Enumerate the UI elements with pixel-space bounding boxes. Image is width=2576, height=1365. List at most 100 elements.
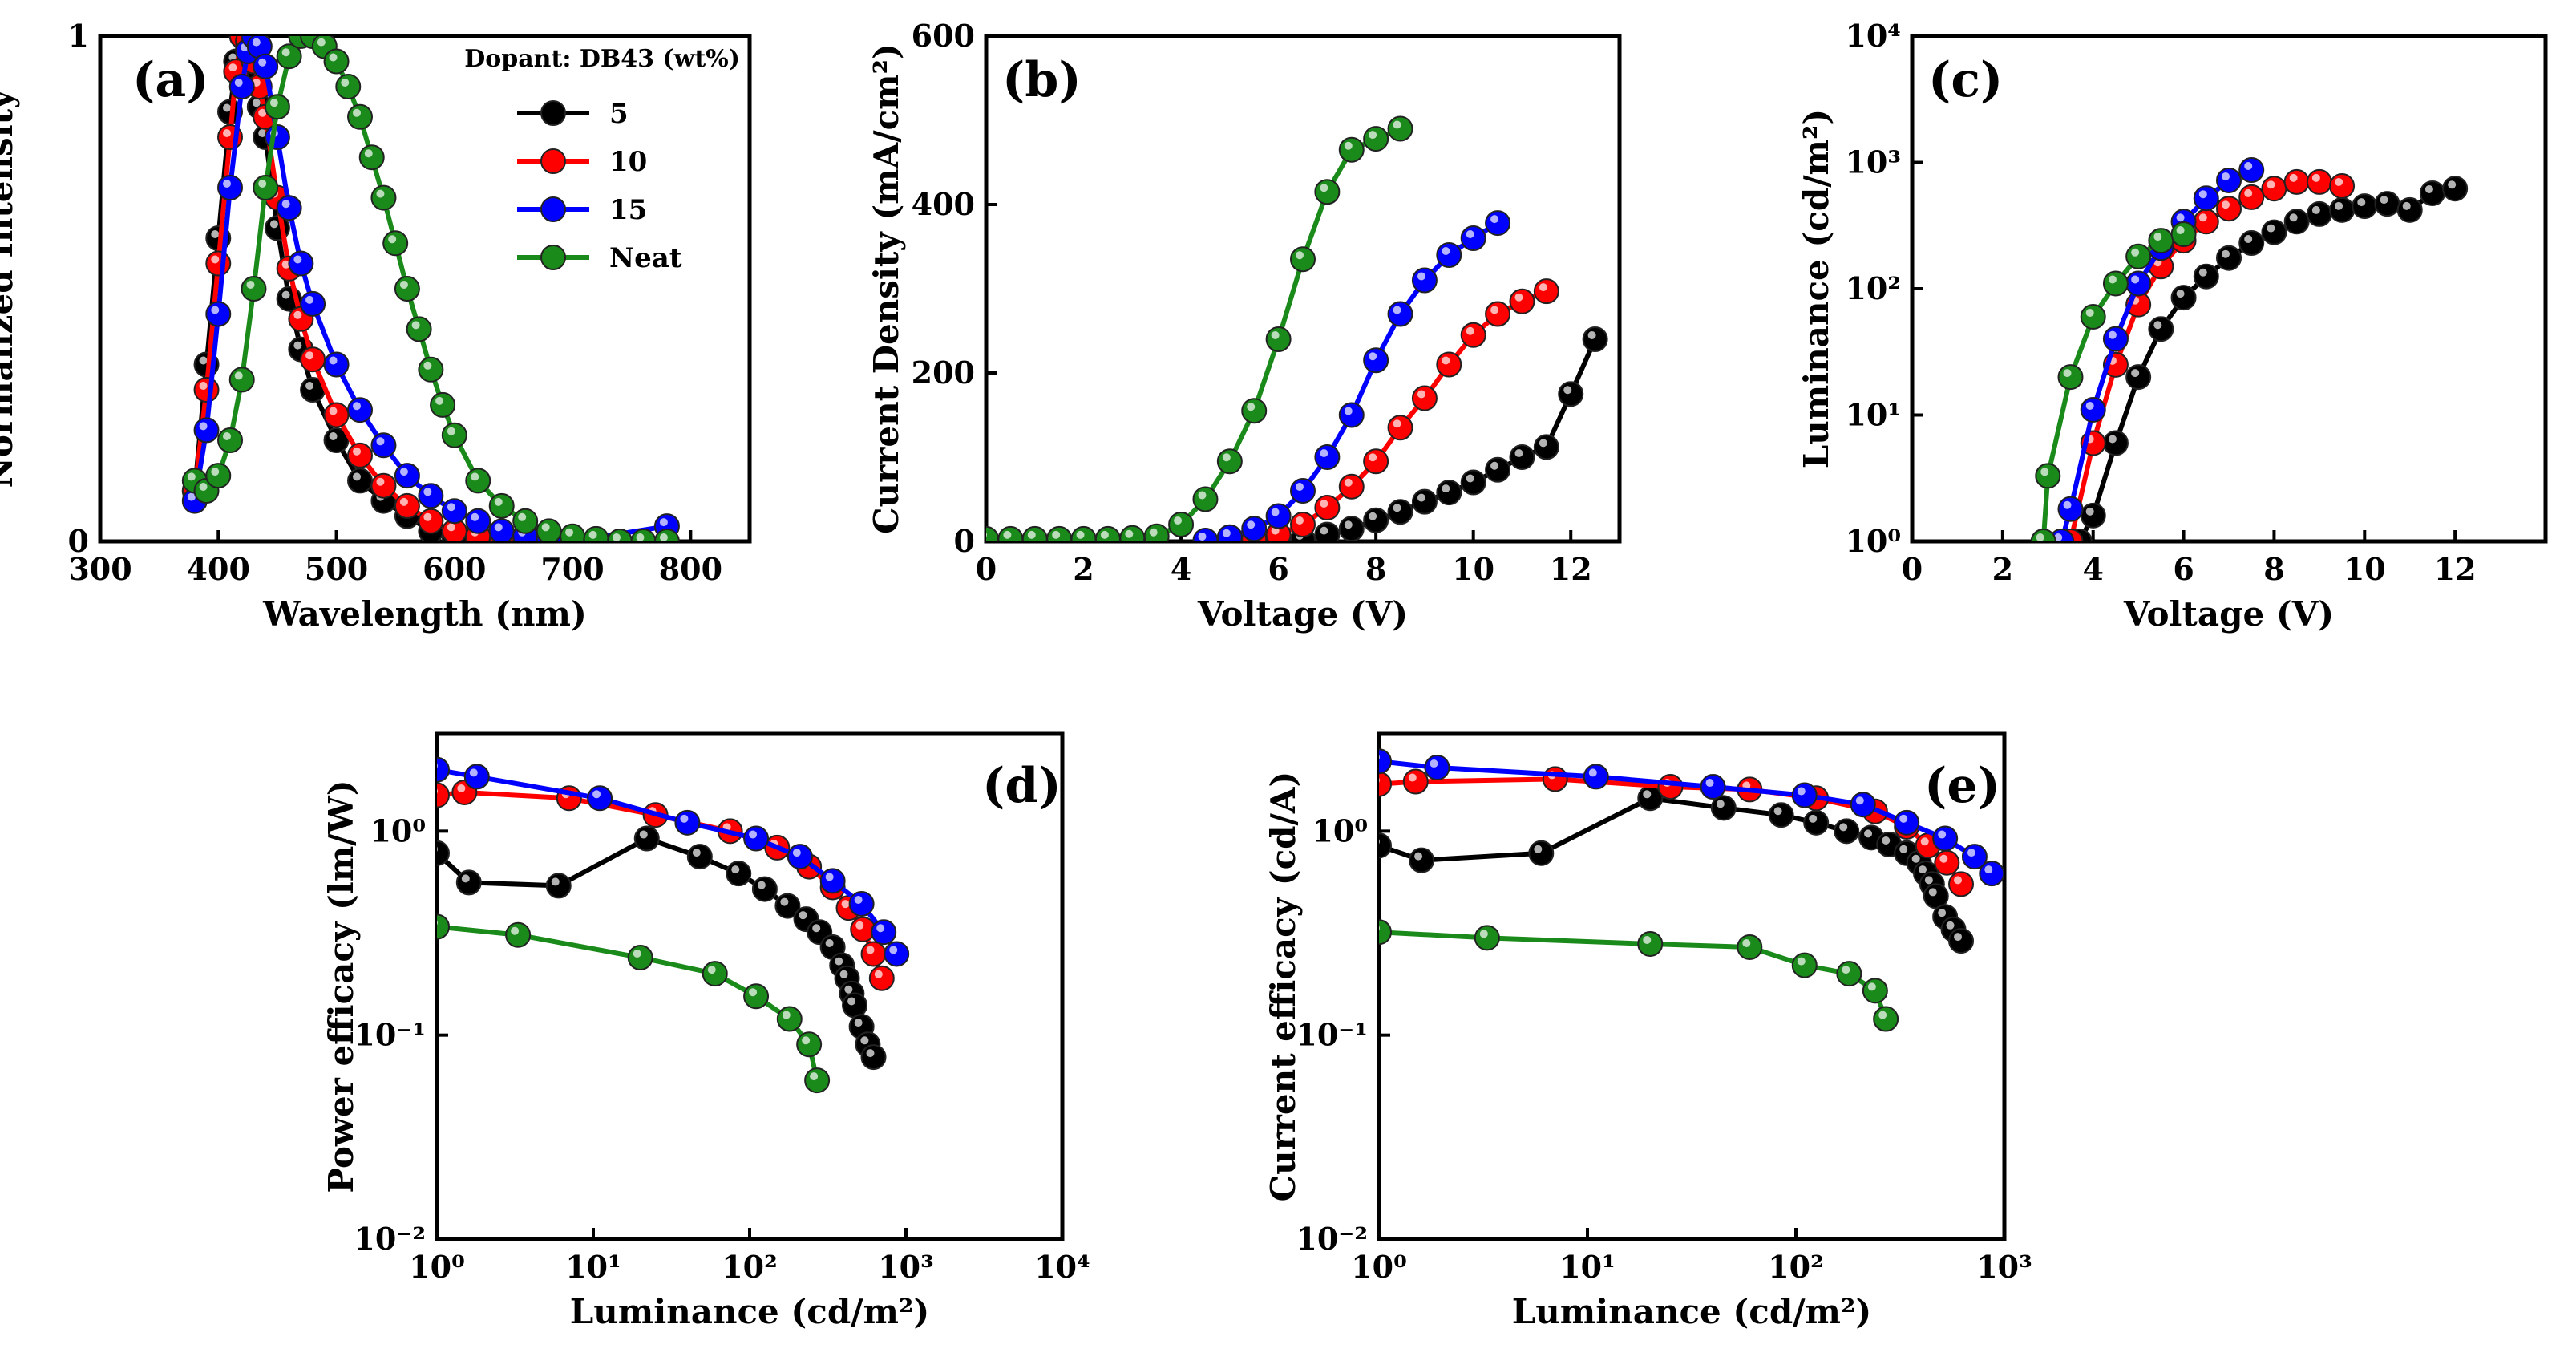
data-point	[437, 756, 450, 783]
data-point	[370, 184, 397, 211]
data-point-highlight	[258, 58, 267, 67]
data-point-highlight	[223, 103, 231, 112]
data-point	[2329, 172, 2356, 199]
data-point	[2080, 502, 2106, 529]
x-tick-label: 2	[1073, 551, 1094, 587]
data-point-highlight	[2222, 200, 2230, 209]
data-point	[587, 785, 613, 812]
series-line-15	[2059, 168, 2255, 541]
data-point	[674, 809, 701, 836]
data-point	[986, 525, 999, 541]
data-point	[1379, 832, 1392, 859]
data-point-highlight	[1430, 759, 1438, 768]
data-point	[1290, 246, 1316, 273]
data-point-highlight	[1408, 773, 1417, 782]
data-point-highlight	[874, 970, 883, 978]
data-point	[217, 427, 243, 453]
data-point-highlight	[2424, 184, 2433, 193]
data-point	[1338, 136, 1365, 163]
data-point	[394, 276, 420, 302]
data-point-highlight	[252, 38, 261, 47]
data-point	[1070, 525, 1097, 541]
data-point	[228, 74, 255, 99]
data-point-highlight	[353, 108, 361, 117]
data-point	[2283, 168, 2310, 195]
data-point-highlight	[1174, 516, 1183, 525]
data-point-highlight	[854, 1019, 863, 1027]
data-point-highlight	[2289, 213, 2298, 222]
data-point-highlight	[889, 946, 898, 954]
legend-entry-label: 5	[609, 98, 629, 130]
data-point	[2102, 430, 2129, 456]
data-point-highlight	[692, 849, 701, 857]
data-point-highlight	[1379, 839, 1380, 845]
data-point-highlight	[2108, 275, 2117, 284]
data-point-highlight	[2267, 224, 2275, 233]
data-point-highlight	[376, 477, 385, 486]
data-point-highlight	[1939, 854, 1948, 863]
data-point-highlight	[2054, 533, 2063, 541]
data-point	[1338, 516, 1365, 541]
data-point-highlight	[839, 970, 848, 978]
data-point-highlight	[2131, 369, 2140, 378]
legend-entry-label: 15	[609, 194, 647, 226]
data-point-highlight	[1920, 837, 1929, 846]
data-point-highlight	[1946, 921, 1955, 930]
data-point	[228, 367, 255, 393]
data-point	[1850, 792, 1876, 818]
data-point-highlight	[636, 533, 645, 541]
data-point	[1436, 351, 1462, 378]
series-group	[181, 36, 680, 541]
data-point-highlight	[1882, 836, 1891, 845]
data-point	[382, 230, 409, 257]
data-point	[323, 351, 350, 378]
data-point-highlight	[731, 865, 740, 874]
data-point	[1387, 115, 1413, 142]
data-point-highlight	[1643, 935, 1652, 944]
data-point-highlight	[258, 129, 267, 137]
data-point	[1192, 527, 1219, 541]
data-point-highlight	[866, 1049, 875, 1058]
data-point-highlight	[1797, 787, 1806, 796]
data-point	[1094, 525, 1121, 541]
data-point-highlight	[1539, 439, 1547, 448]
data-point-highlight	[1320, 184, 1328, 192]
data-point	[441, 422, 467, 448]
data-point	[2396, 196, 2423, 223]
x-tick-label: 8	[1365, 551, 1386, 587]
data-point-highlight	[2036, 533, 2044, 541]
x-tick-label: 600	[423, 551, 486, 587]
data-point	[488, 518, 515, 541]
data-point-highlight	[293, 310, 302, 319]
data-point-highlight	[841, 900, 850, 909]
series-line-15	[437, 767, 900, 957]
data-point-highlight	[1514, 293, 1523, 302]
data-point-highlight	[187, 492, 196, 501]
data-point-highlight	[1466, 230, 1474, 238]
data-point	[1379, 919, 1392, 946]
data-point-highlight	[2402, 201, 2411, 210]
data-point-highlight	[293, 255, 302, 264]
data-point	[323, 48, 350, 75]
y-tick-label: 0	[68, 523, 89, 559]
data-point-highlight	[2244, 188, 2253, 197]
data-point-highlight	[1954, 933, 1963, 942]
x-tick-label: 10²	[722, 1249, 778, 1285]
series-group	[1379, 748, 2004, 1032]
data-point-highlight	[281, 260, 290, 269]
data-point	[394, 463, 420, 489]
data-point-highlight	[680, 814, 689, 823]
data-point-highlight	[986, 532, 987, 537]
x-axis-title: Wavelength (nm)	[262, 594, 587, 634]
data-point	[1338, 473, 1365, 500]
data-point-highlight	[541, 523, 550, 532]
data-point-highlight	[1899, 845, 1908, 853]
data-point-highlight	[707, 966, 716, 974]
legend-entry-label: 10	[609, 146, 647, 178]
data-point	[1241, 516, 1268, 541]
data-point-highlight	[223, 432, 231, 440]
data-point-highlight	[1442, 356, 1450, 365]
data-point	[743, 825, 770, 852]
data-point	[1836, 961, 1862, 987]
data-point-highlight	[2380, 196, 2388, 205]
